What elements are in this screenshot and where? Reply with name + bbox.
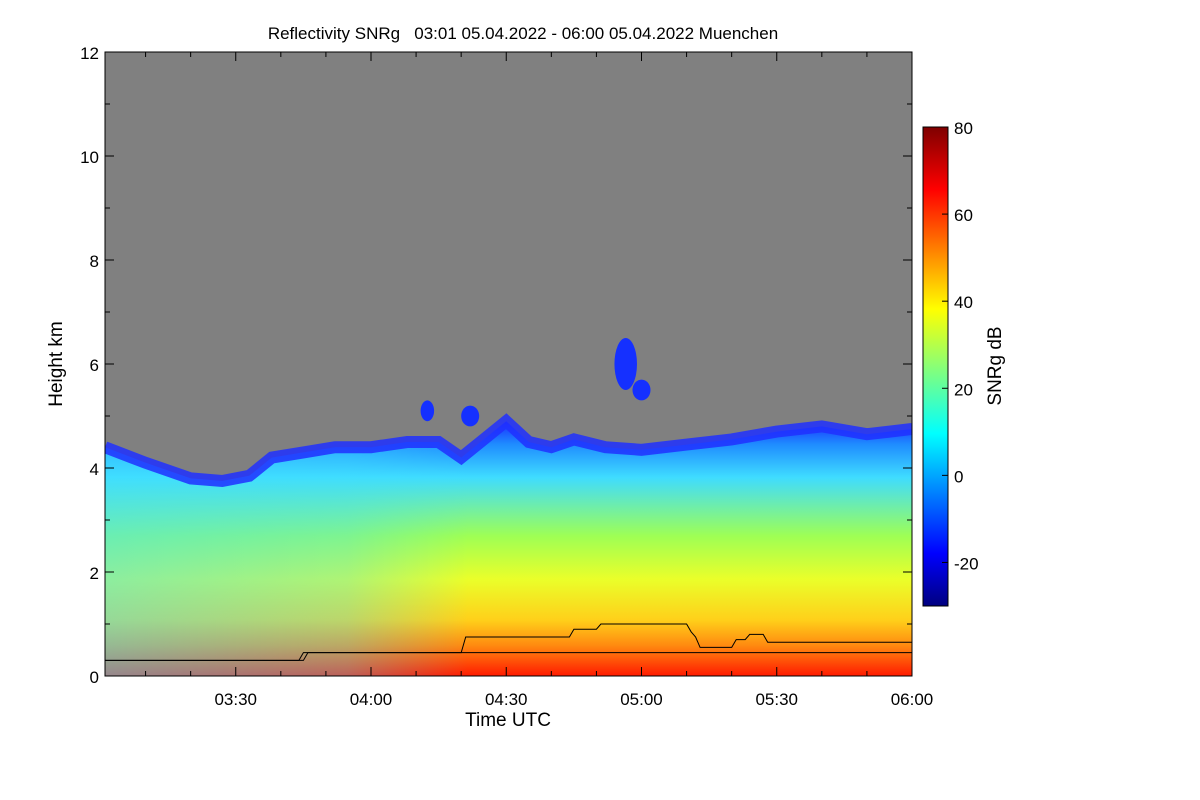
colorbar-gradient — [922, 126, 949, 607]
y-axis-label: Height km — [46, 321, 67, 407]
chart-title: Reflectivity SNRg 03:01 05.04.2022 - 06:… — [268, 24, 778, 43]
cloud-low-snr-region — [105, 421, 912, 676]
y-tick-label: 12 — [80, 44, 99, 63]
y-tick-label: 0 — [90, 668, 99, 687]
x-axis-label: Time UTC — [465, 710, 551, 731]
y-tick-label: 2 — [90, 564, 99, 583]
x-tick-label: 04:30 — [485, 690, 528, 709]
overlay-line-lower — [105, 652, 912, 661]
x-tick-label: 05:30 — [755, 690, 798, 709]
cloud-top-edge — [105, 413, 912, 488]
y-tick-label: 4 — [90, 460, 99, 479]
colorbar-label: SNRg dB — [985, 326, 1006, 405]
x-axis: 03:30 04:00 04:30 05:00 05:30 06:00 — [145, 52, 934, 709]
y-tick-label: 6 — [90, 356, 99, 375]
x-tick-label: 05:00 — [620, 690, 663, 709]
colorbar: -20 0 20 40 60 80 SNRg dB — [922, 119, 1006, 607]
y-tick-label: 10 — [80, 148, 99, 167]
y-axis: 0 2 4 6 8 10 12 — [80, 44, 912, 687]
overlay-line-upper — [105, 623, 912, 661]
cloud-patch — [614, 338, 637, 390]
x-tick-label: 03:30 — [214, 690, 257, 709]
colorbar-tick-label: -20 — [954, 554, 979, 573]
cloud-patch — [632, 379, 651, 401]
colorbar-tick-label: 20 — [954, 380, 973, 399]
x-tick-label: 04:00 — [350, 690, 393, 709]
x-tick-label: 06:00 — [891, 690, 934, 709]
colorbar-tick-label: 60 — [954, 206, 973, 225]
colorbar-tick-label: 40 — [954, 293, 973, 312]
plot-area — [105, 52, 912, 676]
y-tick-label: 8 — [90, 252, 99, 271]
cloud-patch — [461, 405, 480, 427]
colorbar-tick-label: 0 — [954, 467, 963, 486]
cloud-patch — [420, 400, 435, 422]
colorbar-tick-label: 80 — [954, 119, 973, 138]
